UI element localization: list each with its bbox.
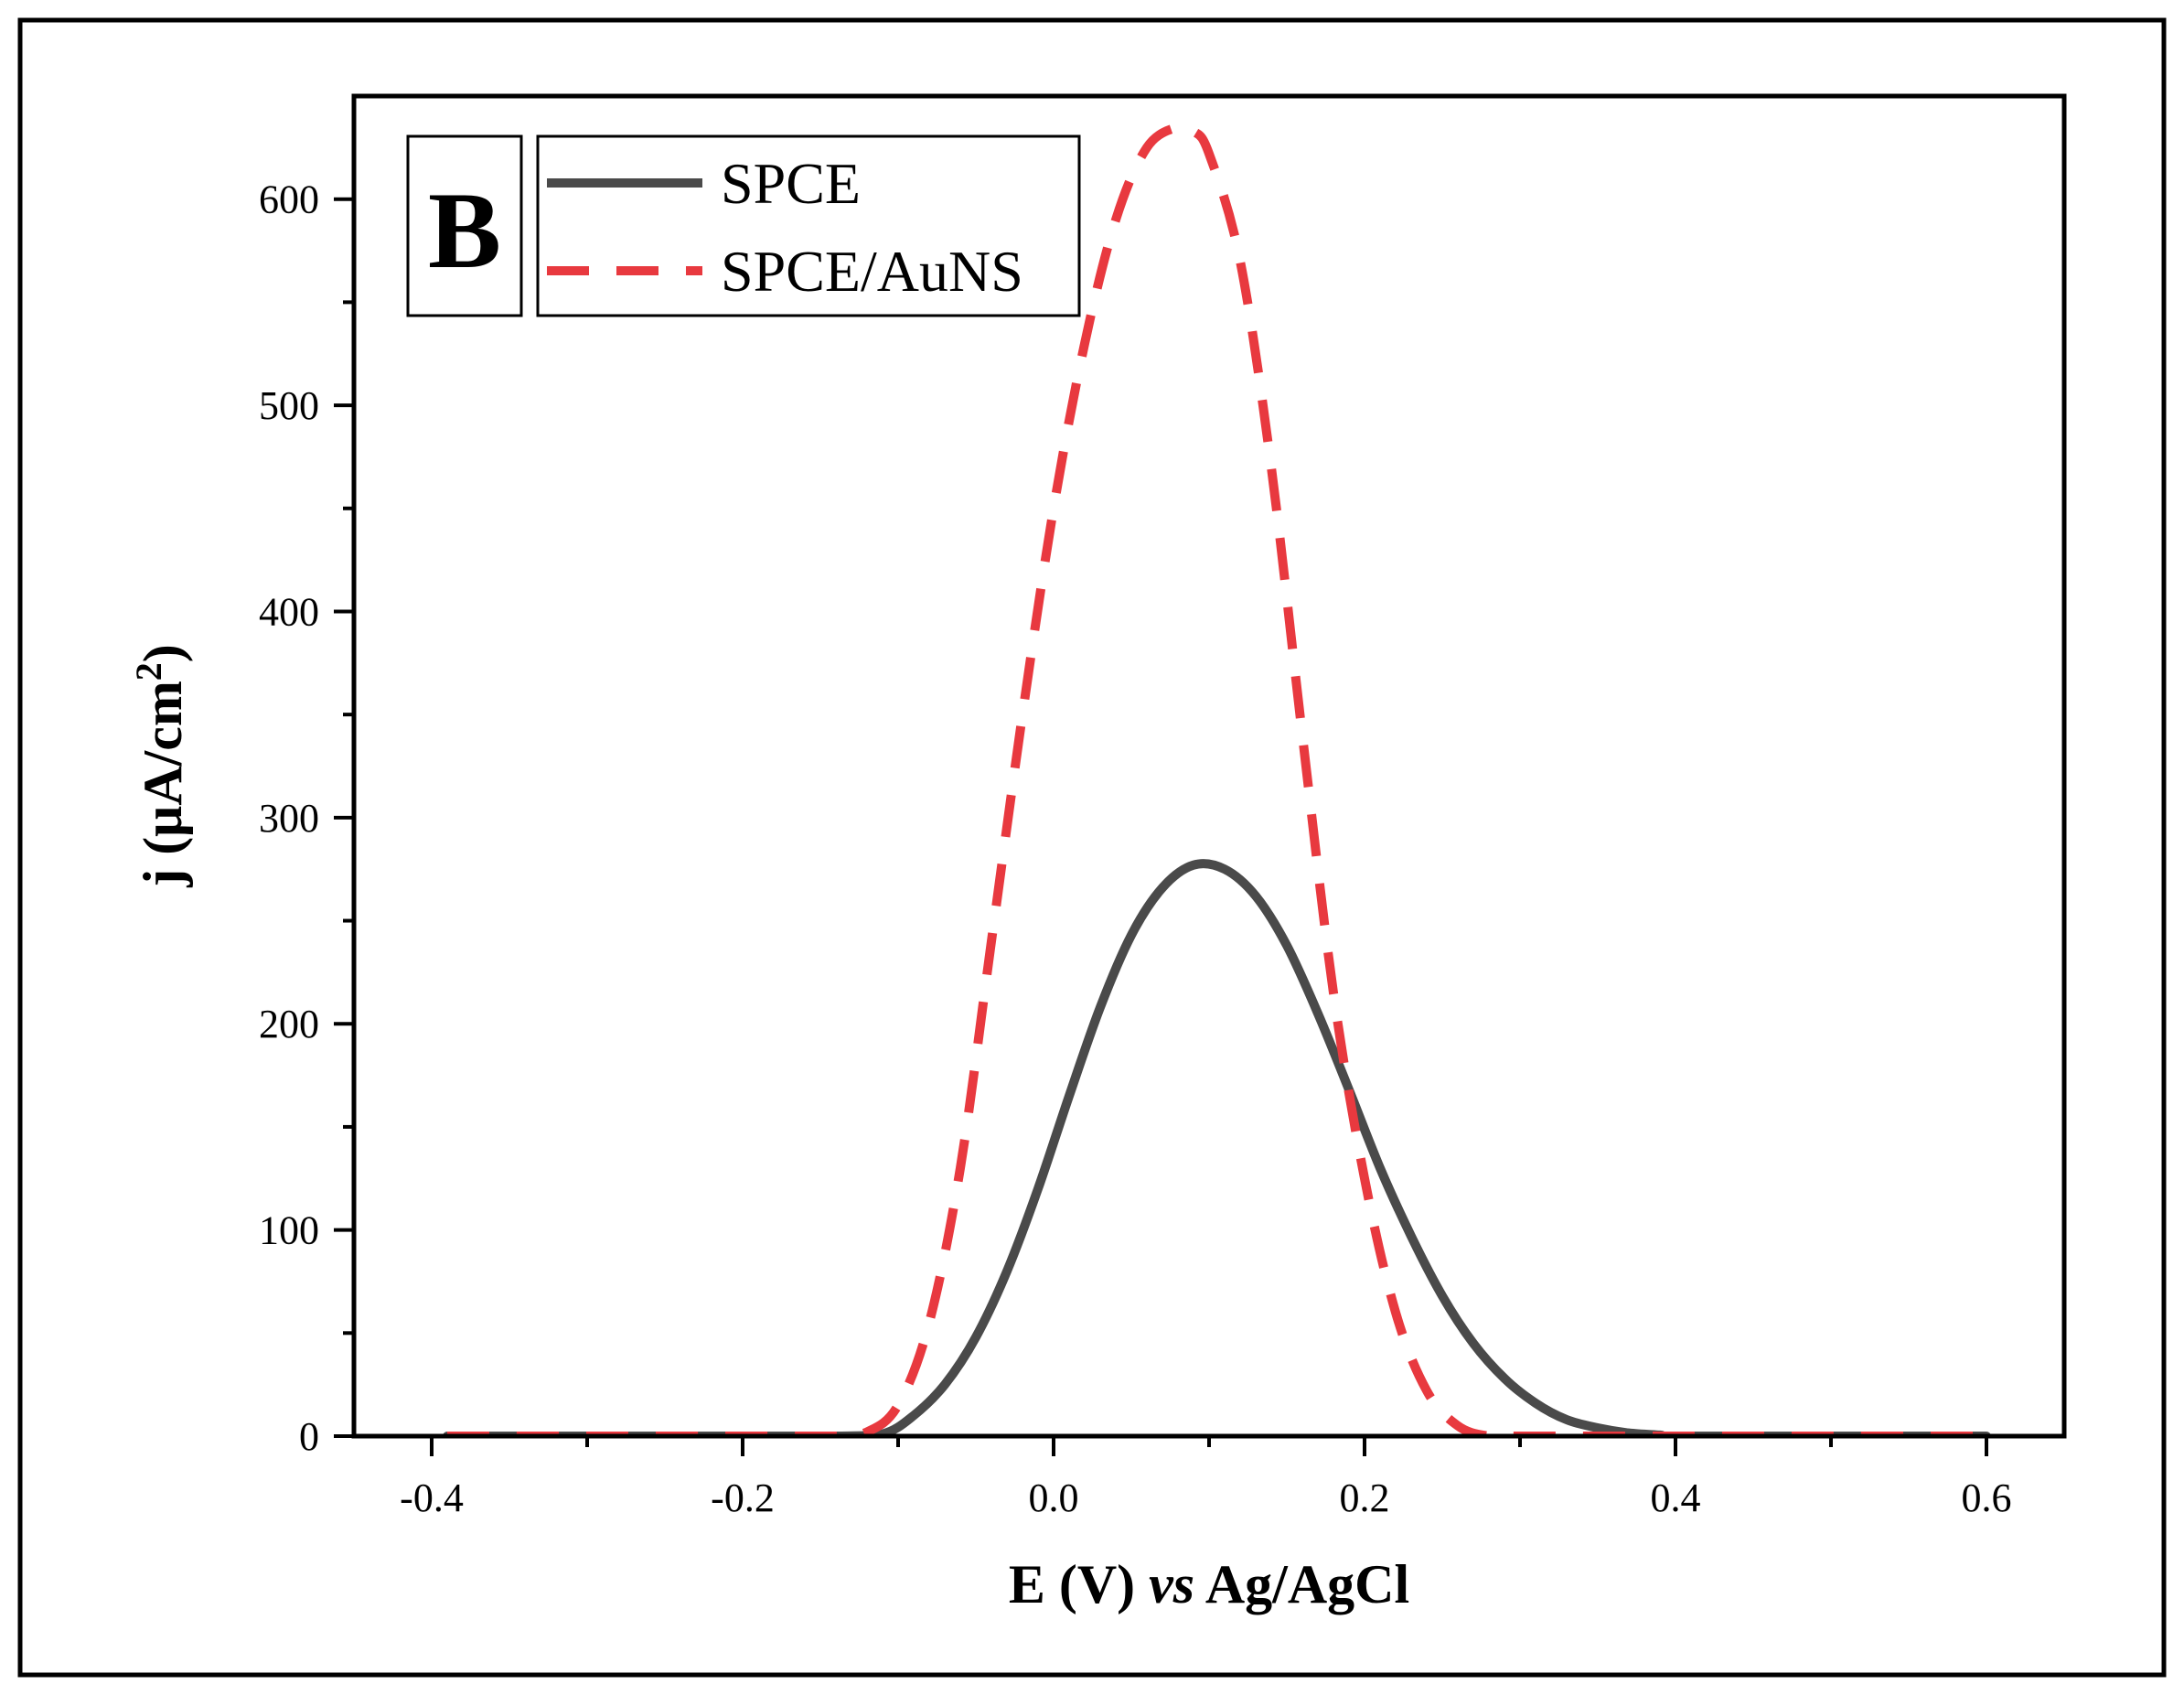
x-axis-title-suffix: Ag/AgCl (1194, 1554, 1409, 1615)
y-tick-label: 600 (259, 177, 319, 222)
x-tick-label: 0.2 (1340, 1475, 1390, 1520)
series-line-spce-auns (446, 121, 1986, 1436)
legend-label-spce-auns: SPCE/AuNS (721, 239, 1023, 304)
y-axis-title-close: ) (133, 644, 193, 662)
panel-label: B (428, 169, 501, 291)
x-axis-title-prefix: E (V) (1009, 1554, 1149, 1615)
outer-frame (17, 17, 2167, 1678)
x-tick-label: 0.4 (1651, 1475, 1701, 1520)
y-tick-label: 0 (299, 1414, 319, 1459)
y-axis-title-superscript: 2 (128, 662, 169, 681)
x-tick-label: 0.6 (1962, 1475, 2012, 1520)
legend-box (536, 134, 1081, 317)
legend: SPCE SPCE/AuNS (536, 134, 1081, 317)
y-tick-label: 200 (259, 1002, 319, 1046)
plot-area-frame (351, 93, 2067, 1439)
legend-label-spce: SPCE (721, 151, 861, 216)
y-tick-label: 400 (259, 589, 319, 634)
y-tick-label: 500 (259, 383, 319, 428)
panel-label-box: B (406, 134, 523, 317)
x-tick-label: 0.0 (1029, 1475, 1079, 1520)
y-tick-label: 300 (259, 796, 319, 841)
series-line-spce (443, 859, 1991, 1436)
y-axis-title-main: j (μA/cm (133, 681, 193, 888)
y-axis-tick-labels: 0 100 200 300 400 500 600 (259, 177, 319, 1459)
x-tick-label: -0.4 (400, 1475, 464, 1520)
x-axis-title-italic: vs (1149, 1554, 1194, 1615)
y-axis-title: j (μA/cm2) (128, 644, 194, 888)
x-axis-title: E (V) vs Ag/AgCl (1009, 1554, 1409, 1615)
y-tick-label: 100 (259, 1208, 319, 1253)
x-axis-tick-labels: -0.4 -0.2 0.0 0.2 0.4 0.6 (400, 1475, 2011, 1520)
x-tick-label: -0.2 (711, 1475, 775, 1520)
